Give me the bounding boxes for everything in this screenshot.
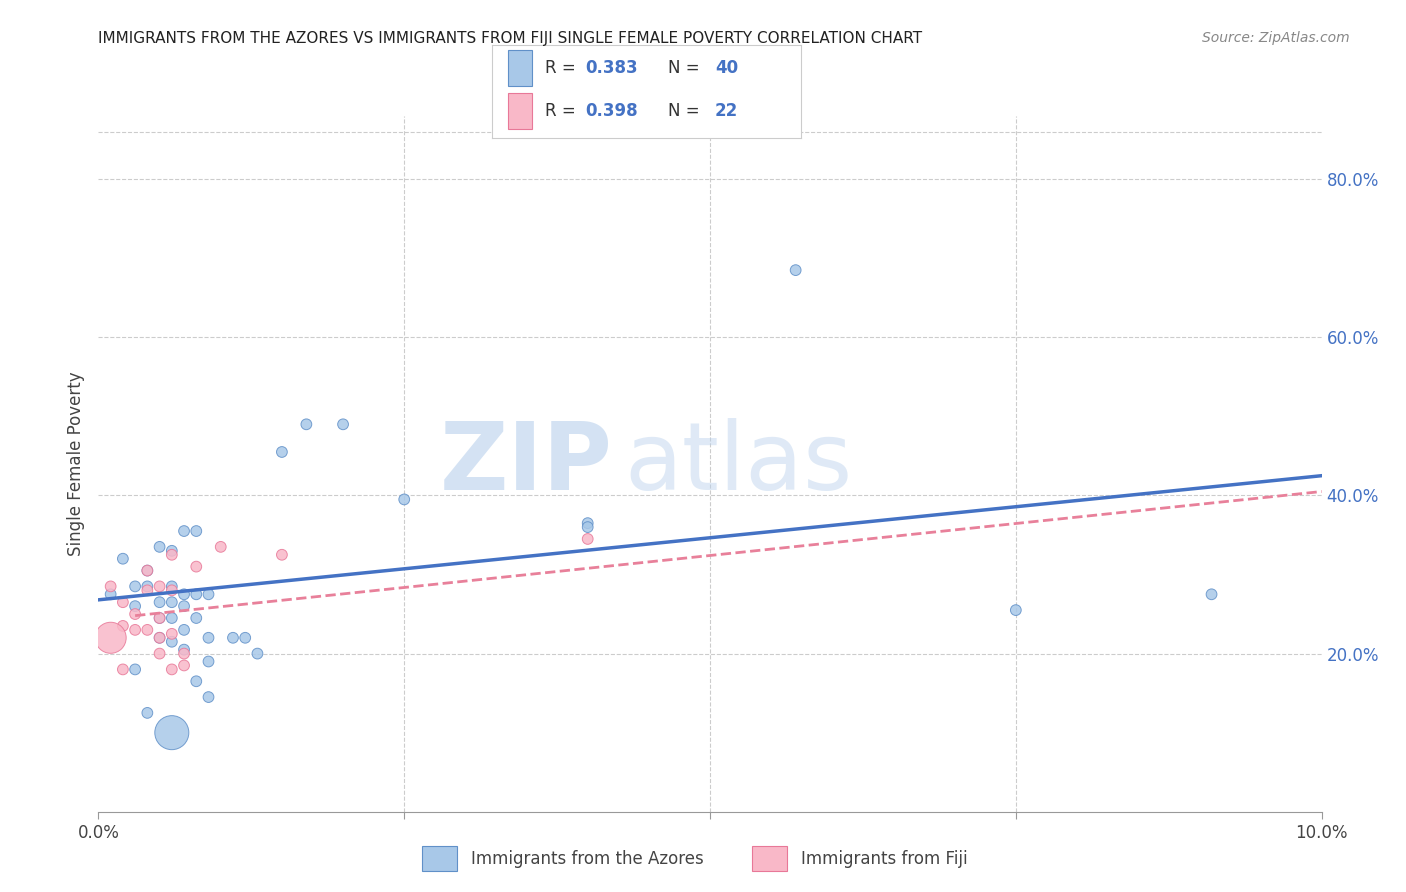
Point <box>1201 587 1223 601</box>
Point <box>160 595 183 609</box>
Point <box>111 595 134 609</box>
Point <box>111 551 134 566</box>
Point <box>149 647 172 661</box>
Point <box>149 611 172 625</box>
Text: R =: R = <box>544 102 581 120</box>
Text: Immigrants from Fiji: Immigrants from Fiji <box>801 849 969 868</box>
Point <box>270 548 292 562</box>
Point <box>149 631 172 645</box>
Text: IMMIGRANTS FROM THE AZORES VS IMMIGRANTS FROM FIJI SINGLE FEMALE POVERTY CORRELA: IMMIGRANTS FROM THE AZORES VS IMMIGRANTS… <box>98 31 922 46</box>
Text: Immigrants from the Azores: Immigrants from the Azores <box>471 849 704 868</box>
Point <box>149 611 172 625</box>
Text: 0.383: 0.383 <box>585 59 637 77</box>
Point <box>124 579 146 593</box>
Point <box>173 658 195 673</box>
Point <box>222 631 245 645</box>
Point <box>124 607 146 621</box>
Point <box>160 611 183 625</box>
Point <box>111 619 134 633</box>
Point <box>209 540 232 554</box>
Point <box>160 579 183 593</box>
FancyBboxPatch shape <box>508 94 533 129</box>
Point <box>100 587 122 601</box>
Text: R =: R = <box>544 59 581 77</box>
Point <box>576 520 599 534</box>
Point <box>576 532 599 546</box>
Point <box>124 599 146 614</box>
Point <box>173 587 195 601</box>
Point <box>173 623 195 637</box>
FancyBboxPatch shape <box>508 50 533 86</box>
Point <box>392 492 416 507</box>
Point <box>186 674 208 689</box>
Y-axis label: Single Female Poverty: Single Female Poverty <box>67 372 86 556</box>
Point <box>136 579 159 593</box>
Text: 0.398: 0.398 <box>585 102 637 120</box>
Point <box>111 662 134 676</box>
Point <box>270 445 292 459</box>
FancyBboxPatch shape <box>752 847 787 871</box>
Point <box>149 579 172 593</box>
Point <box>246 647 269 661</box>
Point <box>160 543 183 558</box>
Point <box>186 611 208 625</box>
Point <box>136 623 159 637</box>
FancyBboxPatch shape <box>422 847 457 871</box>
Point <box>186 559 208 574</box>
Point <box>124 623 146 637</box>
Text: ZIP: ZIP <box>439 417 612 510</box>
Text: Source: ZipAtlas.com: Source: ZipAtlas.com <box>1202 31 1350 45</box>
Point <box>100 631 122 645</box>
Text: atlas: atlas <box>624 417 852 510</box>
Text: N =: N = <box>668 59 706 77</box>
Point <box>136 564 159 578</box>
Point <box>160 662 183 676</box>
Point <box>173 524 195 538</box>
Point <box>186 524 208 538</box>
Point <box>124 662 146 676</box>
Text: N =: N = <box>668 102 706 120</box>
Point <box>149 595 172 609</box>
Point <box>136 706 159 720</box>
Point <box>136 564 159 578</box>
Point <box>186 587 208 601</box>
Point <box>173 642 195 657</box>
Point <box>576 516 599 530</box>
Point <box>149 540 172 554</box>
Point <box>149 631 172 645</box>
Point <box>160 627 183 641</box>
Point <box>197 631 219 645</box>
Point <box>197 655 219 669</box>
Point <box>785 263 807 277</box>
Point <box>1004 603 1026 617</box>
Point <box>295 417 318 432</box>
Point <box>173 599 195 614</box>
Point <box>160 725 183 739</box>
Point <box>173 647 195 661</box>
Text: 22: 22 <box>714 102 738 120</box>
Point <box>332 417 354 432</box>
Point <box>160 548 183 562</box>
Point <box>136 583 159 598</box>
Point <box>100 579 122 593</box>
Point <box>160 583 183 598</box>
Point <box>160 634 183 648</box>
Point <box>233 631 256 645</box>
Point <box>197 587 219 601</box>
Point <box>197 690 219 704</box>
Text: 40: 40 <box>714 59 738 77</box>
